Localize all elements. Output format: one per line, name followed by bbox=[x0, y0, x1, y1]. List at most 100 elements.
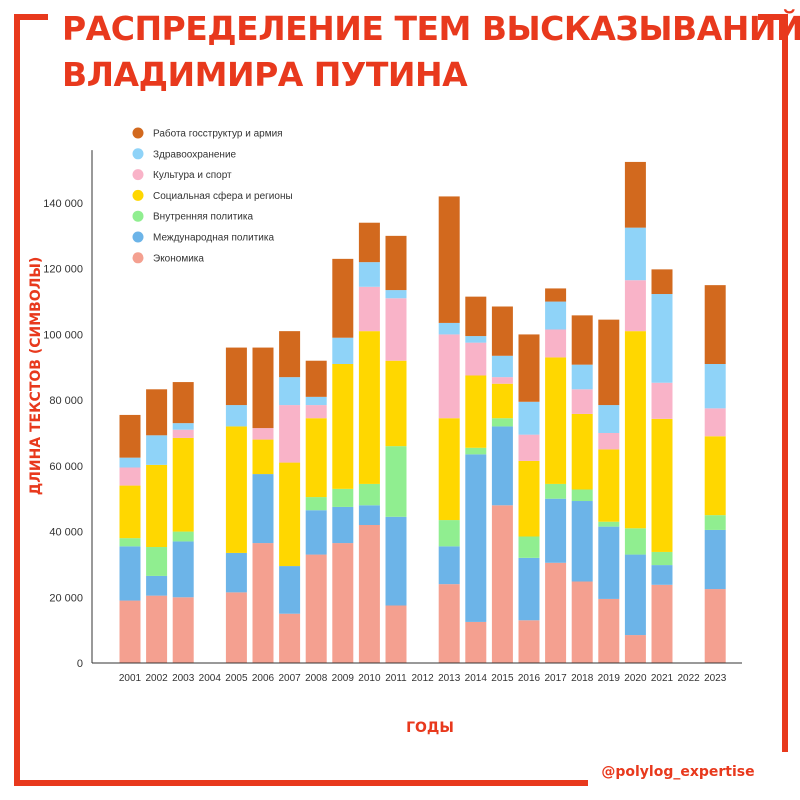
bar-segment bbox=[385, 360, 407, 447]
bar-segment bbox=[172, 531, 194, 542]
bar-segment bbox=[545, 288, 567, 302]
bar-segment bbox=[465, 447, 487, 455]
frame-top-right bbox=[758, 14, 788, 20]
bar-segment bbox=[465, 296, 487, 337]
bar-segment bbox=[252, 439, 274, 475]
bar-segment bbox=[598, 598, 620, 663]
legend-label: Внутренняя политика bbox=[153, 212, 253, 223]
bar-segment bbox=[305, 418, 327, 498]
x-tick-label: 2012 bbox=[411, 673, 434, 684]
y-axis: 0 20 000 40 000 60 000 80 000 100 000 120 000 1… bbox=[43, 150, 93, 670]
x-tick-label: 2020 bbox=[624, 673, 647, 684]
y-tick-label: 60 000 bbox=[49, 461, 83, 473]
bar-segment bbox=[146, 435, 168, 465]
bar-segment bbox=[225, 347, 247, 406]
bar-segment bbox=[305, 497, 327, 511]
bar-segment bbox=[651, 382, 673, 419]
x-tick-label: 2018 bbox=[571, 673, 594, 684]
bar-segment bbox=[119, 467, 141, 486]
bar-segment bbox=[172, 437, 194, 532]
bar-segment bbox=[385, 298, 407, 361]
bar-segment bbox=[571, 501, 593, 582]
bar-segment bbox=[279, 331, 301, 378]
bar-segment bbox=[146, 389, 168, 436]
bar-segment bbox=[598, 526, 620, 599]
legend-swatch bbox=[132, 252, 144, 264]
bar-segment bbox=[358, 286, 380, 332]
bar-segment bbox=[119, 546, 141, 601]
bar-segment bbox=[491, 355, 513, 378]
y-tick-label: 0 bbox=[77, 658, 83, 670]
bar-segment bbox=[305, 405, 327, 419]
frame-top-left bbox=[14, 14, 48, 20]
bar-segment bbox=[465, 342, 487, 376]
x-tick-label: 2002 bbox=[145, 673, 168, 684]
bar-segment bbox=[225, 592, 247, 663]
bar-segment bbox=[438, 520, 460, 547]
bar-segment bbox=[385, 235, 407, 291]
bar-segment bbox=[172, 382, 194, 424]
bar-segment bbox=[385, 290, 407, 299]
bar-segment bbox=[358, 505, 380, 525]
bar-segment bbox=[491, 426, 513, 506]
author-handle[interactable]: @polylog_expertise bbox=[601, 764, 755, 780]
bar-segment bbox=[252, 428, 274, 440]
x-tick-label: 2004 bbox=[199, 673, 222, 684]
legend-swatch bbox=[132, 169, 144, 181]
y-tick-label: 20 000 bbox=[49, 592, 83, 604]
bar-segment bbox=[332, 543, 354, 663]
y-tick-label: 120 000 bbox=[43, 264, 83, 276]
bar-segment bbox=[438, 334, 460, 419]
bar-segment bbox=[545, 329, 567, 358]
x-tick-label: 2015 bbox=[491, 673, 514, 684]
bar-segment bbox=[305, 360, 327, 397]
bar-segment bbox=[651, 565, 673, 585]
bar-segment bbox=[119, 457, 141, 468]
bar-segment bbox=[624, 280, 646, 332]
bar-segment bbox=[465, 336, 487, 343]
bar-segment bbox=[571, 364, 593, 390]
bar-segment bbox=[119, 485, 141, 539]
bar-segment bbox=[704, 285, 726, 364]
bar-segment bbox=[119, 414, 141, 458]
legend-swatch bbox=[132, 189, 144, 201]
y-tick-label: 40 000 bbox=[49, 527, 83, 539]
bar-segment bbox=[704, 364, 726, 409]
bar-segment bbox=[172, 597, 194, 663]
bar-segment bbox=[119, 538, 141, 547]
bar-segment bbox=[119, 600, 141, 663]
legend-swatch bbox=[132, 127, 144, 139]
y-tick-label: 80 000 bbox=[49, 395, 83, 407]
x-tick-label: 2021 bbox=[651, 673, 674, 684]
title-line-1: РАСПРЕДЕЛЕНИЕ ТЕМ ВЫСКАЗЫВАНИЙ bbox=[62, 9, 800, 48]
y-tick-label: 100 000 bbox=[43, 329, 83, 341]
bar-segment bbox=[279, 566, 301, 614]
page-title: РАСПРЕДЕЛЕНИЕ ТЕМ ВЫСКАЗЫВАНИЙ ВЛАДИМИРА… bbox=[62, 6, 800, 98]
bar-segment bbox=[704, 529, 726, 590]
x-tick-label: 2007 bbox=[278, 673, 301, 684]
bar-segment bbox=[332, 364, 354, 489]
y-tick-label: 140 000 bbox=[43, 198, 83, 210]
bar-segment bbox=[172, 541, 194, 598]
bar-segment bbox=[651, 551, 673, 566]
bar-segment bbox=[704, 408, 726, 437]
bar-segment bbox=[146, 464, 168, 548]
bar-segment bbox=[358, 222, 380, 263]
x-tick-label: 2001 bbox=[119, 673, 142, 684]
bar-segment bbox=[571, 389, 593, 414]
bar-segment bbox=[545, 498, 567, 563]
bar-segment bbox=[438, 418, 460, 521]
bar-segment bbox=[571, 581, 593, 663]
bar-segment bbox=[438, 546, 460, 585]
legend-label: Экономика bbox=[153, 253, 204, 264]
x-tick-label: 2008 bbox=[305, 673, 328, 684]
bar-segment bbox=[491, 505, 513, 663]
bar-segment bbox=[225, 426, 247, 553]
x-tick-label: 2006 bbox=[252, 673, 275, 684]
x-tick-label: 2022 bbox=[677, 673, 700, 684]
title-line-2: ВЛАДИМИРА ПУТИНА bbox=[62, 55, 468, 94]
x-tick-label: 2017 bbox=[544, 673, 567, 684]
legend-label: Культура и спорт bbox=[153, 170, 232, 181]
bar-segment bbox=[598, 521, 620, 527]
bar-segment bbox=[491, 383, 513, 419]
